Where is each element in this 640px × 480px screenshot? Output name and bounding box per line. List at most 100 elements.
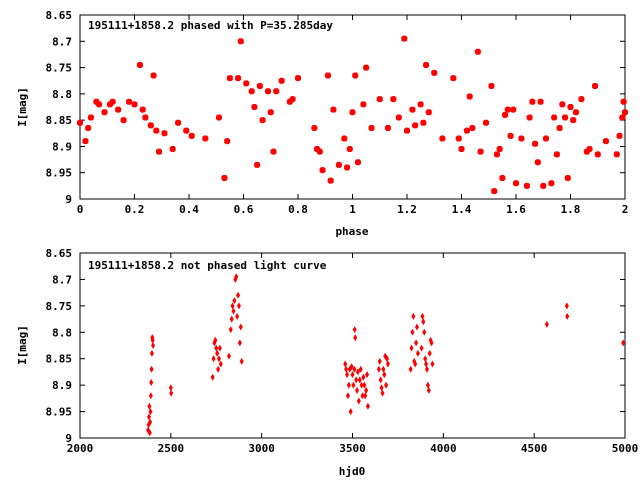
data-point bbox=[556, 125, 563, 132]
x-tick-label: 1.4 bbox=[452, 203, 472, 216]
x-tick-label: 2000 bbox=[67, 442, 94, 455]
data-point bbox=[126, 98, 133, 105]
y-tick-label: 8.65 bbox=[46, 247, 73, 260]
data-point bbox=[217, 344, 222, 352]
data-point bbox=[474, 48, 481, 55]
data-point bbox=[150, 336, 155, 344]
data-point bbox=[491, 188, 498, 195]
data-point bbox=[409, 106, 416, 113]
data-point bbox=[513, 180, 519, 187]
y-tick-label: 8.85 bbox=[46, 353, 73, 366]
data-point bbox=[622, 109, 628, 116]
data-point bbox=[156, 148, 163, 155]
data-point bbox=[417, 101, 424, 108]
data-point bbox=[401, 35, 408, 42]
data-point bbox=[381, 365, 386, 373]
data-point bbox=[368, 125, 375, 132]
x-tick-label: 1.6 bbox=[506, 203, 526, 216]
data-point bbox=[390, 96, 397, 103]
data-point bbox=[330, 106, 337, 113]
data-point bbox=[148, 418, 153, 426]
data-point bbox=[238, 323, 243, 331]
data-point bbox=[237, 339, 242, 347]
data-point bbox=[384, 381, 389, 389]
data-point bbox=[532, 140, 539, 147]
data-point bbox=[414, 323, 419, 331]
y-tick-label: 8.7 bbox=[52, 35, 72, 48]
data-point bbox=[395, 114, 402, 121]
data-point bbox=[507, 132, 514, 139]
data-point bbox=[355, 386, 360, 394]
y-tick-label: 8.9 bbox=[52, 140, 72, 153]
data-point bbox=[385, 360, 390, 368]
data-point bbox=[423, 61, 430, 68]
data-point bbox=[259, 117, 266, 124]
data-point bbox=[346, 381, 351, 389]
data-point bbox=[534, 159, 541, 166]
plot-frame bbox=[79, 252, 626, 439]
data-point bbox=[504, 106, 511, 113]
data-point bbox=[210, 373, 215, 381]
data-point bbox=[425, 381, 430, 389]
y-axis-label: I[mag] bbox=[16, 87, 29, 127]
data-point bbox=[344, 164, 351, 171]
data-point bbox=[224, 138, 231, 145]
data-point bbox=[82, 138, 89, 145]
data-point bbox=[232, 297, 237, 305]
data-point bbox=[270, 148, 277, 155]
x-tick-label: 3000 bbox=[248, 442, 275, 455]
data-point bbox=[349, 363, 354, 371]
data-point bbox=[327, 177, 334, 184]
data-point bbox=[430, 360, 435, 368]
data-point bbox=[423, 355, 428, 363]
data-point bbox=[349, 109, 356, 116]
data-point bbox=[230, 302, 235, 310]
data-point bbox=[87, 114, 94, 121]
y-tick-label: 8.9 bbox=[52, 379, 72, 392]
phased-light-curve-plot: 0 0.2 0.4 0.6 0.8 1 1.2 1.4 1.6 1.8 2 8.65 8.7 8.75 8.… bbox=[16, 9, 628, 238]
data-point bbox=[424, 360, 429, 368]
data-point bbox=[404, 127, 410, 134]
axis-ticks: 2000 2500 3000 3500 4000 4500 5000 8.65 8.7 8.75 8… bbox=[46, 247, 639, 455]
data-point bbox=[376, 365, 381, 373]
data-point bbox=[570, 117, 577, 124]
y-tick-label: 8.75 bbox=[46, 300, 73, 313]
data-point bbox=[483, 119, 490, 126]
data-point bbox=[215, 114, 222, 121]
data-point bbox=[439, 135, 446, 142]
axis-ticks: 0 0.2 0.4 0.6 0.8 1 1.2 1.4 1.6 1.8 2 8.65 8.7 8.75 8.… bbox=[46, 9, 629, 216]
data-point bbox=[235, 312, 240, 320]
x-tick-label: 2500 bbox=[158, 442, 185, 455]
data-point bbox=[594, 151, 601, 158]
data-point bbox=[351, 381, 356, 389]
data-point bbox=[239, 357, 244, 365]
data-point bbox=[248, 88, 255, 95]
data-point bbox=[149, 349, 154, 357]
data-point bbox=[215, 349, 220, 357]
data-point bbox=[378, 376, 383, 384]
y-axis-label: I[mag] bbox=[16, 325, 29, 365]
data-point bbox=[564, 174, 571, 181]
data-point bbox=[450, 75, 457, 82]
data-point bbox=[319, 167, 326, 174]
data-point bbox=[365, 402, 370, 410]
data-point bbox=[267, 109, 274, 116]
data-point bbox=[344, 365, 349, 373]
data-point bbox=[295, 75, 301, 82]
unphased-light-curve-plot: 2000 2500 3000 3500 4000 4500 5000 8.65 8.7 8.75 8… bbox=[16, 247, 638, 478]
data-point bbox=[548, 180, 555, 187]
data-point bbox=[142, 114, 149, 121]
data-point bbox=[96, 101, 103, 108]
data-point bbox=[496, 146, 503, 153]
x-tick-label: 0.2 bbox=[125, 203, 145, 216]
data-point bbox=[345, 392, 350, 400]
data-point bbox=[85, 125, 92, 132]
data-point bbox=[229, 315, 234, 323]
x-tick-label: 2 bbox=[622, 203, 629, 216]
data-point bbox=[211, 355, 216, 363]
data-point bbox=[421, 318, 426, 326]
data-point bbox=[620, 98, 627, 105]
x-tick-label: 0.4 bbox=[179, 203, 199, 216]
data-point bbox=[426, 386, 431, 394]
data-point bbox=[273, 88, 280, 95]
